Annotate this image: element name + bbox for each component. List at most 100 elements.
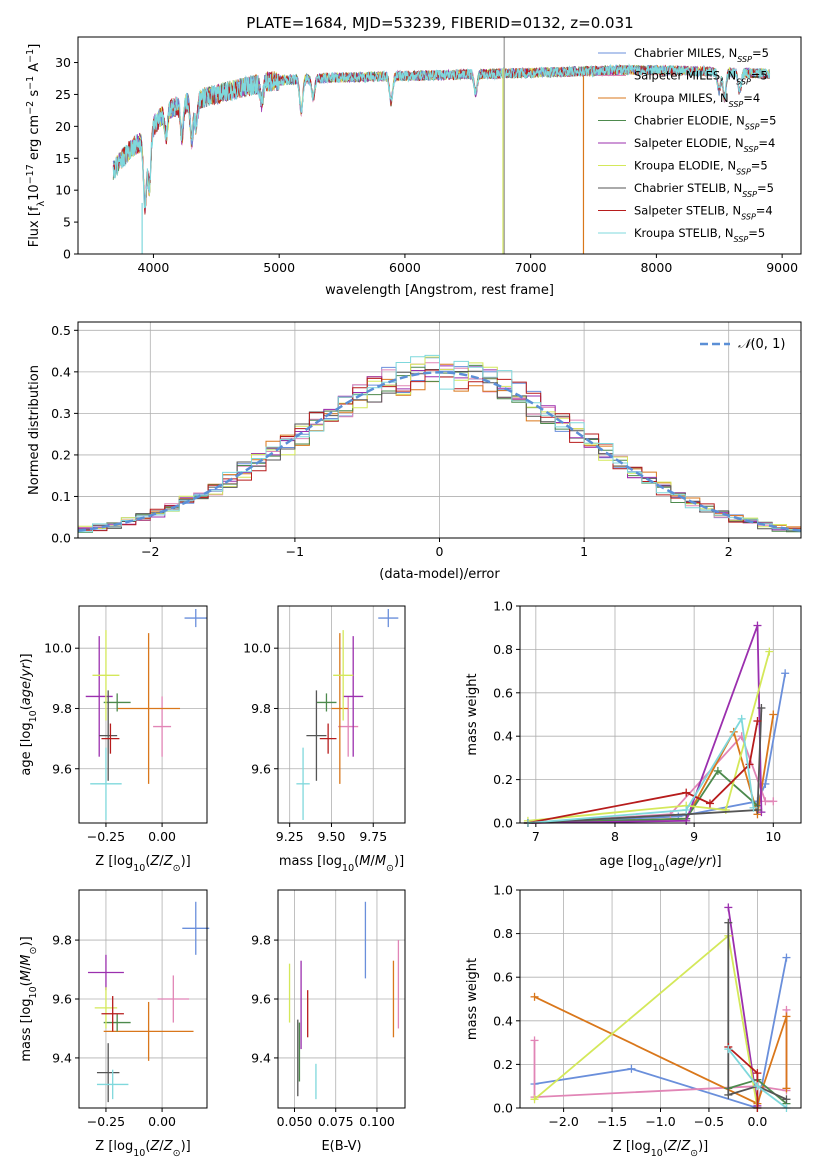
axes-frame [519, 889, 802, 1109]
axis-label-part: (data-model)/error [379, 567, 500, 582]
axis-label-part: 10 [133, 1148, 145, 1159]
y-tick-label: 10 [55, 183, 71, 198]
axis-label-part: ] [27, 44, 42, 49]
x-tick-label: 0.050 [277, 1114, 313, 1129]
axis-label-part: Z [163, 854, 174, 869]
x-tick-label: 0.100 [359, 1114, 395, 1129]
axes-frame [78, 889, 208, 1109]
axis-label-part: )] [394, 854, 404, 869]
y-tick-label: 15 [55, 151, 71, 166]
axis-label-part: yr [19, 662, 34, 678]
axis-label-part: ⊙ [386, 863, 394, 874]
x-tick-label: 5000 [263, 260, 295, 275]
legend-sub: SSP [736, 167, 751, 176]
axes-frame [519, 605, 802, 824]
legend-n: =5 [748, 226, 765, 240]
axis-label-part: ( [354, 854, 359, 869]
y-tick-label: 0.1 [51, 489, 71, 504]
legend-model: Kroupa STELIB, N [634, 226, 734, 240]
axis-label: Flux [fλ10−17 erg cm−2 s−1 A−1] [25, 44, 47, 248]
axis-label-part: Z [log [613, 1139, 651, 1154]
axes-frame [77, 36, 802, 255]
legend-label: Kroupa STELIB, NSSP=5 [634, 226, 765, 244]
x-tick-label: 4000 [138, 260, 170, 275]
mass-weight-line-chabrier-stelib [527, 707, 763, 824]
x-tick-label: 8000 [640, 260, 672, 275]
axis-label-part: Z [log [95, 854, 133, 869]
mass-weight-line-kroupa-miles [534, 995, 788, 1105]
axes-frame [78, 605, 208, 824]
x-tick-label: 0.075 [318, 1114, 354, 1129]
x-tick-label: −1.0 [645, 1114, 675, 1129]
axis-label: Z [log10(Z/Z⊙)] [95, 1139, 190, 1159]
mass-vs-metallicity-panel: −0.25 0.009.49.69.8Z [log10(Z/Z⊙)]mass [l… [19, 889, 210, 1159]
y-tick-label: 9.6 [52, 761, 72, 776]
x-tick-label: 9000 [766, 260, 798, 275]
axis-label-part: ( [665, 854, 670, 869]
legend-label: Chabrier MILES, NSSP=5 [634, 46, 769, 64]
mass-weight-line-kroupa-stelib [527, 716, 755, 824]
x-tick-label: 9.50 [318, 829, 346, 844]
axis-label-part: age [log [19, 722, 34, 775]
x-tick-label: 0.00 [148, 829, 176, 844]
axis-label-part: −1 [25, 76, 36, 90]
axis-label-part: 10 [651, 1148, 663, 1159]
x-tick-label: 0 [436, 544, 444, 559]
axis-label-part: ⊙ [173, 1148, 181, 1159]
y-tick-label: 0.3 [51, 406, 71, 421]
legend-model: Salpeter ELODIE, N [634, 136, 744, 150]
x-tick-label: 0.00 [148, 1114, 176, 1129]
axis-label: Z [log10(Z/Z⊙)] [613, 1139, 708, 1159]
legend-model: Kroupa MILES, N [634, 91, 729, 105]
axis-label-part: 10 [653, 863, 665, 874]
legend-model: Chabrier ELODIE, N [634, 114, 745, 128]
y-tick-label: 9.6 [251, 992, 271, 1007]
axis-label: mass weight [465, 958, 480, 1040]
legend-sub: SSP [745, 122, 760, 131]
y-tick-label: 0.0 [51, 531, 71, 546]
axis-label-part: 10 [133, 863, 145, 874]
axis-label-part: wavelength [Angstrom, rest frame] [325, 283, 554, 298]
axes-frame [77, 321, 802, 539]
legend-sub: SSP [729, 100, 744, 109]
y-tick-label: 0 [63, 247, 71, 262]
axis-label-part: erg cm [27, 115, 42, 164]
axis-label-part: / [159, 1139, 164, 1154]
x-tick-label: 9 [690, 829, 698, 844]
legend-n: =5 [751, 159, 768, 173]
legend-label: 𝒩(0, 1) [738, 337, 785, 352]
axis-label-part: Z [163, 1139, 174, 1154]
legend-sub: SSP [736, 77, 751, 86]
axis-label-part: ( [145, 854, 150, 869]
axis-label-part: M [19, 954, 34, 965]
y-tick-label: 9.4 [251, 1050, 271, 1065]
axis-label-part: ( [19, 981, 34, 986]
y-tick-label: 9.8 [251, 933, 271, 948]
axis-label-part: mass [log [19, 998, 34, 1061]
y-tick-label: 9.6 [251, 761, 271, 776]
axis-label-part: / [19, 965, 34, 970]
y-tick-label: 9.8 [52, 933, 72, 948]
legend-label: Chabrier STELIB, NSSP=5 [634, 181, 774, 199]
y-tick-label: 20 [55, 119, 71, 134]
axis-label-part: A [27, 63, 42, 76]
axis-label-part: age [670, 854, 694, 869]
axis-label-part: yr [697, 854, 713, 869]
axis-label-part: / [694, 854, 699, 869]
axis-label-part: )] [19, 936, 34, 946]
axis-label-part: )] [181, 854, 191, 869]
x-tick-label: 1 [580, 544, 588, 559]
x-tick-label: −1.5 [597, 1114, 627, 1129]
y-tick-label: 0.8 [493, 926, 513, 941]
y-tick-label: 9.4 [52, 1050, 72, 1065]
x-tick-label: 0.0 [747, 1114, 767, 1129]
axis-label: wavelength [Angstrom, rest frame] [325, 283, 554, 298]
y-tick-label: 0.0 [493, 1101, 513, 1116]
axis-label-part: 10 [28, 710, 39, 722]
legend-label: Kroupa MILES, NSSP=4 [634, 91, 760, 109]
y-tick-label: 10.0 [44, 641, 72, 656]
axis-label-part: mass weight [465, 673, 480, 755]
mass-weight-vs-metallicity-panel: −2.0 −1.5 −1.0 −0.5 0.0 0.0 0.2 0.4 0.6 0.8 1.0 Z [… [465, 883, 802, 1159]
axis-label: Normed distribution [27, 365, 42, 495]
x-tick-label: −0.25 [87, 1114, 125, 1129]
